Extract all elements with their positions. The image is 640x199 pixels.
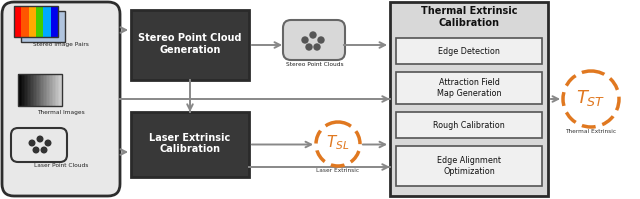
Bar <box>49 74 51 106</box>
Bar <box>44 6 51 37</box>
Bar <box>21 6 29 37</box>
Circle shape <box>302 37 308 43</box>
Circle shape <box>37 136 43 142</box>
Circle shape <box>316 122 360 166</box>
Bar <box>58 74 60 106</box>
FancyBboxPatch shape <box>11 128 67 162</box>
Text: Edge Alignment
Optimization: Edge Alignment Optimization <box>437 156 501 176</box>
Text: Stereo Point Cloud
Generation: Stereo Point Cloud Generation <box>138 33 242 55</box>
Bar <box>131 10 249 80</box>
Text: Stereo Point Clouds: Stereo Point Clouds <box>286 62 344 67</box>
FancyBboxPatch shape <box>2 2 120 196</box>
Circle shape <box>33 147 39 153</box>
Bar <box>56 74 58 106</box>
Bar <box>52 74 54 106</box>
Circle shape <box>314 44 320 50</box>
Text: Laser Extrinsic: Laser Extrinsic <box>316 168 360 173</box>
Bar <box>18 74 62 106</box>
Bar <box>46 74 48 106</box>
Bar <box>18 74 20 106</box>
Bar <box>24 74 26 106</box>
Text: Thermal Extrinsic: Thermal Extrinsic <box>565 129 616 134</box>
Bar <box>396 146 542 186</box>
Bar <box>390 2 548 196</box>
Circle shape <box>318 37 324 43</box>
Bar <box>40 74 42 106</box>
Text: $\mathit{T}_{ST}$: $\mathit{T}_{ST}$ <box>576 88 606 108</box>
Circle shape <box>29 140 35 146</box>
Text: Edge Detection: Edge Detection <box>438 47 500 56</box>
Bar <box>59 74 61 106</box>
Bar <box>396 112 542 138</box>
Circle shape <box>563 71 619 127</box>
Text: Laser Extrinsic
Calibration: Laser Extrinsic Calibration <box>149 133 230 154</box>
Bar <box>19 74 21 106</box>
Bar <box>43 74 45 106</box>
Bar <box>396 38 542 64</box>
Text: Stereo Image Pairs: Stereo Image Pairs <box>33 42 89 47</box>
Bar <box>53 74 55 106</box>
Bar <box>44 74 46 106</box>
Bar <box>131 112 249 177</box>
Text: $\mathit{T}_{SL}$: $\mathit{T}_{SL}$ <box>326 134 349 152</box>
Bar <box>34 74 36 106</box>
Bar <box>27 74 29 106</box>
Bar <box>54 74 56 106</box>
Bar <box>37 74 39 106</box>
FancyBboxPatch shape <box>283 20 345 60</box>
Bar <box>61 74 63 106</box>
Bar <box>42 74 44 106</box>
Text: Attraction Field
Map Generation: Attraction Field Map Generation <box>436 78 501 98</box>
Bar <box>21 74 23 106</box>
Bar <box>396 72 542 104</box>
Bar <box>51 74 52 106</box>
Circle shape <box>310 32 316 38</box>
Bar <box>22 74 24 106</box>
Bar <box>36 74 38 106</box>
Bar <box>26 74 28 106</box>
Bar <box>51 6 58 37</box>
Bar <box>29 6 36 37</box>
Circle shape <box>45 140 51 146</box>
Bar <box>33 74 35 106</box>
Bar <box>38 74 40 106</box>
Bar <box>36 6 44 37</box>
Bar <box>47 74 49 106</box>
Text: Thermal Images: Thermal Images <box>37 110 85 115</box>
Circle shape <box>41 147 47 153</box>
Text: Laser Point Clouds: Laser Point Clouds <box>34 163 88 168</box>
Text: Rough Calibration: Rough Calibration <box>433 121 505 130</box>
Bar <box>31 74 33 106</box>
Bar <box>14 6 58 37</box>
Text: Thermal Extrinsic
Calibration: Thermal Extrinsic Calibration <box>420 6 517 28</box>
Circle shape <box>306 44 312 50</box>
Bar <box>28 74 30 106</box>
Bar <box>29 74 32 106</box>
Bar <box>21 11 65 42</box>
Bar <box>14 6 21 37</box>
